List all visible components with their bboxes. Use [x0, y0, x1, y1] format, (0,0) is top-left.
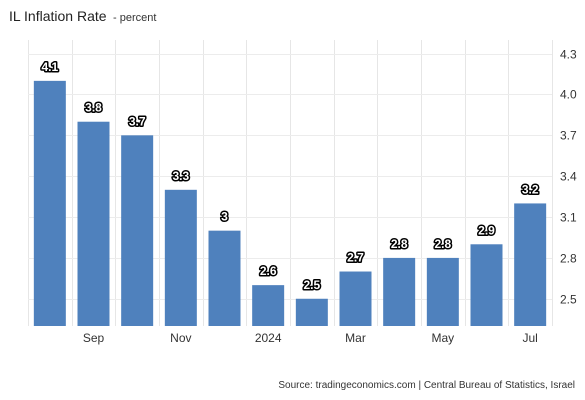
- x-tick-label: Nov: [170, 331, 191, 345]
- x-axis: Sep Nov 2024 Mar May Jul: [83, 331, 538, 345]
- data-label: 2.5: [303, 278, 320, 292]
- y-tick-label: 4.3: [560, 48, 577, 62]
- chart-subtitle: - percent: [113, 12, 157, 24]
- x-tick-label: Sep: [83, 331, 105, 345]
- data-label: 3.3: [172, 169, 189, 183]
- y-tick-label: 3.7: [560, 129, 577, 143]
- chart-title-block: IL Inflation Rate - percent: [9, 8, 156, 26]
- bar: [470, 244, 503, 326]
- bar: [339, 271, 372, 326]
- x-tick-label: May: [431, 331, 454, 345]
- bar: [77, 121, 110, 326]
- y-tick-label: 3.1: [560, 211, 577, 225]
- chart-title: IL Inflation Rate: [9, 8, 107, 24]
- bar: [33, 80, 66, 326]
- data-label: 2.6: [260, 264, 277, 278]
- y-tick-label: 3.4: [560, 170, 577, 184]
- y-tick-label: 2.5: [560, 293, 577, 307]
- bar: [164, 189, 197, 326]
- x-tick-label: Jul: [522, 331, 537, 345]
- data-label: 3.7: [129, 114, 146, 128]
- data-label: 2.7: [347, 251, 364, 265]
- bar: [426, 257, 459, 326]
- x-tick-label: Mar: [345, 331, 366, 345]
- bar: [252, 285, 285, 326]
- bar: [514, 203, 547, 326]
- data-label: 3.2: [522, 182, 539, 196]
- data-label: 2.8: [434, 237, 451, 251]
- bar: [295, 298, 328, 326]
- data-label: 3.8: [85, 101, 102, 115]
- bar: [208, 230, 241, 326]
- y-tick-label: 2.8: [560, 252, 577, 266]
- source-note: Source: tradingeconomics.com | Central B…: [278, 380, 575, 391]
- x-tick-label: 2024: [255, 331, 282, 345]
- data-label: 2.8: [391, 237, 408, 251]
- bar: [121, 135, 154, 326]
- bar: [383, 257, 416, 326]
- data-label: 2.9: [478, 223, 495, 237]
- grid-lines: [28, 40, 553, 326]
- y-tick-label: 4.0: [560, 88, 577, 102]
- data-label: 4.1: [41, 60, 58, 74]
- data-labels: 4.1 3.8 3.7 3.3 3 2.6 2.5 2.7 2.8 2.8 2.9 3.2: [40, 58, 540, 293]
- bars: [33, 80, 547, 326]
- y-axis: 2.5 2.8 3.1 3.4 3.7 4.0 4.3: [560, 48, 577, 307]
- data-label: 3: [221, 210, 228, 224]
